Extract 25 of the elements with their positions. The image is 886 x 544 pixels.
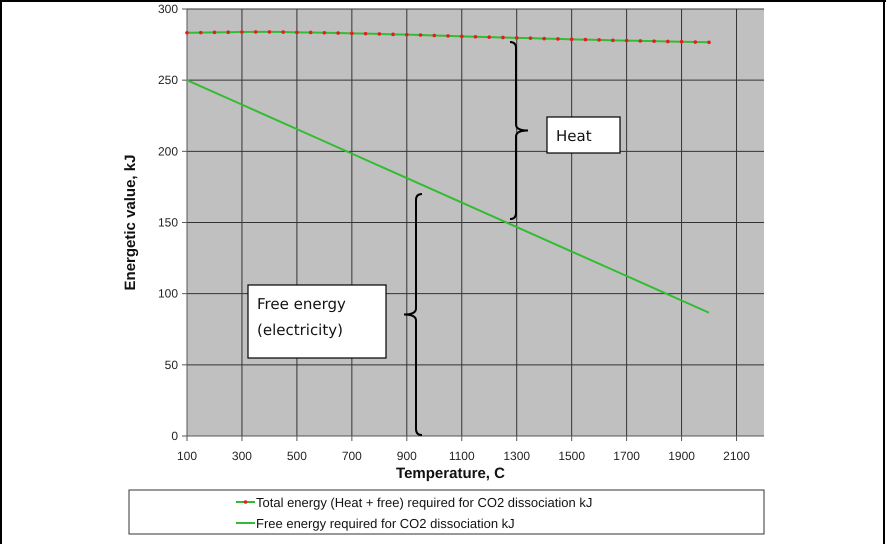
x-tick-label: 1300	[503, 449, 530, 463]
x-tick-label: 300	[232, 449, 252, 463]
x-tick-label: 1700	[613, 449, 640, 463]
x-tick-label: 500	[286, 449, 308, 463]
x-tick-label: 1900	[668, 449, 696, 463]
annotation: Heat	[556, 127, 592, 145]
y-tick-label: 300	[158, 2, 178, 16]
x-tick-label: 1500	[558, 449, 586, 463]
y-tick-label: 250	[158, 73, 178, 88]
y-tick-label: 50	[164, 358, 178, 372]
x-tick-label: 700	[342, 449, 362, 463]
annotation: Free energy (electricity)	[257, 295, 346, 339]
y-tick-label: 200	[158, 144, 178, 158]
legend-label: Free energy required for CO2 dissociation kJ	[256, 516, 515, 531]
x-tick-label: 100	[176, 449, 198, 463]
legend-label: Total energy (Heat + free) required for CO2 dissociation kJ	[256, 495, 592, 510]
y-tick-label: 0	[171, 429, 178, 443]
y-tick-label: 150	[158, 216, 178, 230]
y-tick-label: 100	[158, 286, 178, 301]
x-tick-label: 1100	[448, 449, 475, 463]
y-axis-title: Energetic value, kJ	[122, 154, 139, 290]
x-tick-label: 900	[396, 449, 418, 463]
line-series	[186, 79, 710, 314]
x-tick-label: 2100	[723, 449, 750, 463]
x-axis-title: Temperature, C	[396, 465, 506, 482]
